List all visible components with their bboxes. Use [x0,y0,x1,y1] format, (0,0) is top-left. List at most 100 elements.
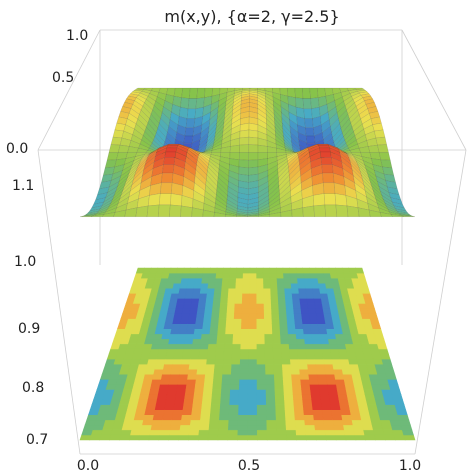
contour-cell [206,353,217,360]
surface-facet [395,208,409,214]
contour-cell [190,414,202,421]
surface-facet [302,98,312,110]
contour-cell [146,328,157,335]
contour-cell [389,419,402,426]
contour-cell [362,292,372,299]
contour-cell [122,419,135,426]
contour-cell [340,409,352,416]
contour-cell [321,348,332,355]
contour-cell [149,429,162,436]
surface-facet [320,157,333,165]
contour-cell [320,298,330,304]
contour-cell [229,389,240,395]
contour-cell [357,277,368,284]
contour-cell [202,318,212,324]
surface-facet [187,98,198,110]
contour-cell [195,272,204,279]
contour-cell [379,419,392,426]
contour-cell [328,298,337,304]
contour-cell [235,287,244,294]
contour-cell [188,434,200,441]
contour-cell [142,419,154,426]
contour-cell [326,328,336,335]
contour-cell [276,277,285,284]
contour-cell [327,389,339,395]
contour-cell [282,378,293,385]
contour-cell [256,348,266,355]
surface-facet [157,204,171,218]
contour-cell [287,323,296,330]
surface-facet [196,87,206,99]
contour-cell [266,404,277,410]
contour-cell [304,338,314,345]
contour-cell [210,404,221,410]
contour-cell [313,298,323,304]
contour-cell [231,358,241,365]
contour-cell [210,323,219,330]
contour-cell [292,394,303,400]
contour-cell [276,434,288,441]
contour-cell [265,363,275,370]
contour-cell [235,277,244,284]
contour-cell [188,429,200,436]
contour-cell [92,424,105,431]
contour-cell [283,282,292,289]
contour-cell [352,378,364,385]
contour-cell [256,328,266,335]
contour-cell [149,348,160,355]
contour-cell [329,399,341,405]
contour-cell [189,424,201,431]
contour-cell [290,282,299,289]
contour-cell [173,404,185,410]
contour-cell [117,404,130,410]
contour-cell [316,272,325,279]
contour-cell [205,368,215,375]
contour-cell [298,358,308,365]
contour-cell [169,333,179,340]
contour-cell [229,272,237,279]
contour-cell [228,282,237,289]
contour-cell [285,424,297,431]
contour-cell [213,368,224,375]
contour-cell [372,328,383,335]
contour-cell [148,353,159,360]
surface-facet [367,106,379,114]
contour-cell [181,308,191,314]
contour-cell [239,378,249,385]
contour-cell [248,378,258,385]
contour-cell [343,424,355,431]
contour-cell [299,298,308,304]
contour-cell [248,318,258,324]
x-axis-ticks: 0.0 0.5 1.0 [77,458,421,474]
contour-cell [180,363,191,370]
contour-cell [276,424,287,431]
contour-cell [280,343,290,350]
contour-cell [256,404,267,410]
surface-facet [162,164,175,174]
contour-cell [181,353,192,360]
contour-cell [242,287,251,294]
contour-cell [125,409,138,416]
contour-cell [256,419,268,426]
contour-cell [301,318,311,324]
contour-cell [256,333,266,340]
contour-cell [294,409,305,416]
contour-cell [181,272,191,279]
contour-cell [234,303,243,309]
contour-cell [186,282,196,289]
contour-cell [191,343,202,350]
contour-cell [355,353,366,360]
contour-cell [228,424,239,431]
contour-cell [291,287,300,294]
contour-cell [292,303,302,309]
contour-cell [271,308,280,314]
contour-cell [241,318,250,324]
contour-cell [163,409,175,416]
contour-cell [361,419,373,426]
contour-cell [150,384,161,390]
contour-cell [136,368,147,375]
chart-title: m(x,y), {α=2, γ=2.5} [164,7,339,26]
contour-cell [335,378,346,385]
contour-cell [316,318,326,324]
contour-cell [349,363,360,370]
